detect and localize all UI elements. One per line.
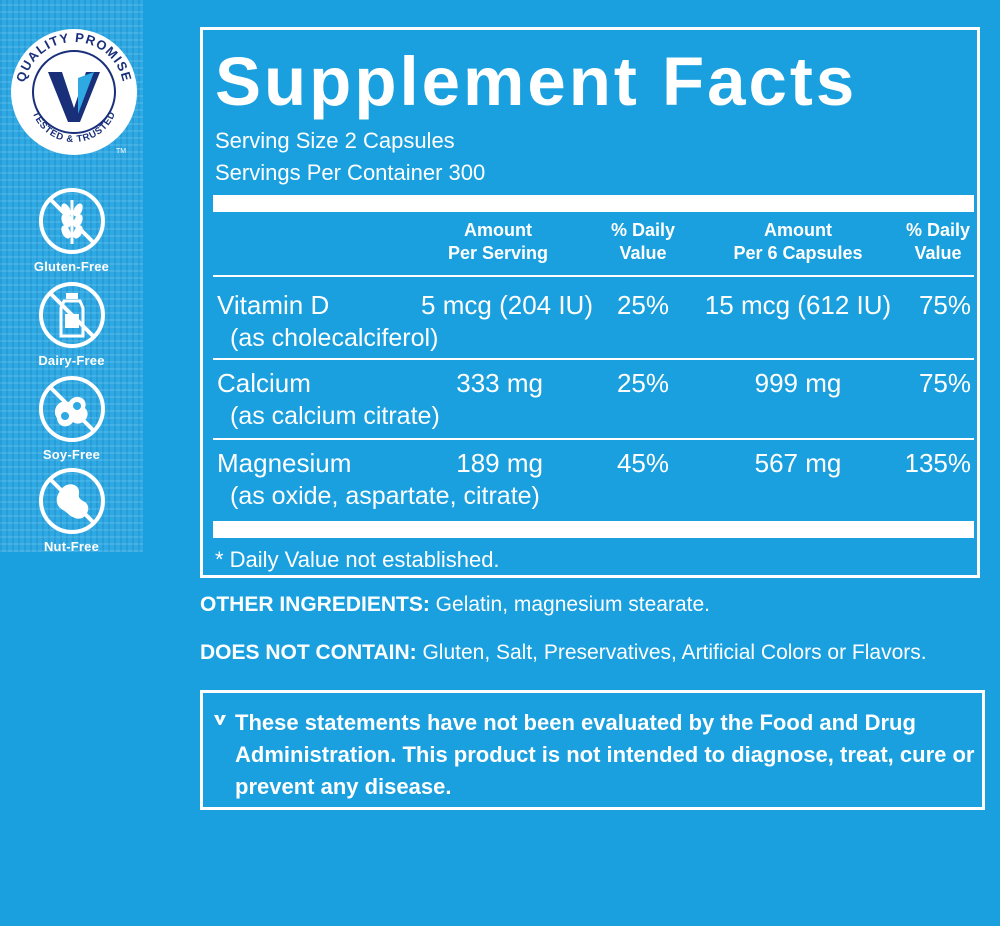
does-not-contain-label: DOES NOT CONTAIN:: [200, 641, 417, 664]
nutrient-daily-value-6: 135%: [904, 448, 972, 478]
gluten-free-label: Gluten-Free: [33, 259, 110, 274]
soy-free-label: Soy-Free: [42, 447, 101, 462]
soybean-crossed-icon: [38, 376, 105, 442]
badge-strip: QUALITY PROMISE TESTED & TRUSTED TM Glut…: [0, 0, 143, 554]
quality-promise-seal: QUALITY PROMISE TESTED & TRUSTED: [11, 29, 137, 155]
bottle-crossed-icon: [38, 282, 105, 348]
col-header-line: Amount: [764, 220, 832, 240]
dairy-free-badge: Dairy-Free: [0, 280, 143, 368]
daily-value-footnote: * Daily Value not established.: [215, 547, 500, 572]
nutrient-form: (as oxide, aspartate, citrate): [230, 482, 540, 510]
col-header-line: Per 6 Capsules: [733, 243, 863, 263]
fda-disclaimer-text: These statements have not been evaluated…: [235, 710, 975, 799]
nutrient-amount-6: 567 mg: [754, 448, 842, 478]
col-header-line: % Daily: [905, 220, 971, 240]
col-daily-value-6: % Daily Value: [893, 219, 983, 265]
col-amount-per-6: Amount Per 6 Capsules: [708, 219, 888, 265]
serving-size: Serving Size 2 Capsules: [215, 128, 455, 153]
wheat-crossed-icon: [38, 188, 105, 254]
nutrient-form: (as cholecalciferol): [230, 324, 439, 352]
does-not-contain-value: Gluten, Salt, Preservatives, Artificial …: [416, 641, 927, 664]
nut-free-badge: Nut-Free: [0, 466, 143, 554]
col-daily-value: % Daily Value: [593, 219, 693, 265]
dairy-free-label: Dairy-Free: [38, 353, 105, 368]
col-amount-per-serving: Amount Per Serving: [423, 219, 573, 265]
nut-free-label: Nut-Free: [43, 539, 100, 554]
col-header-line: Per Serving: [447, 243, 549, 263]
v-check-icon: [214, 715, 226, 725]
nutrient-amount: 189 mg: [456, 448, 543, 478]
nutrient-daily-value-6: 75%: [918, 290, 971, 320]
v-logo-icon: [48, 72, 100, 122]
col-header-line: % Daily: [610, 220, 676, 240]
other-ingredients: OTHER INGREDIENTS: Gelatin, magnesium st…: [200, 592, 710, 618]
nutrient-amount-6: 999 mg: [754, 368, 842, 398]
row-rule: [213, 358, 974, 360]
col-header-line: Amount: [464, 220, 532, 240]
nutrient-form: (as calcium citrate): [230, 402, 440, 430]
col-header-line: Value: [914, 243, 962, 263]
nutrient-amount: 5 mcg (204 IU): [421, 290, 593, 320]
fda-disclaimer-box: These statements have not been evaluated…: [200, 690, 985, 810]
supplement-facts-panel: Supplement Facts Serving Size 2 Capsules…: [200, 27, 980, 578]
soy-free-badge: Soy-Free: [0, 374, 143, 462]
gluten-free-badge: Gluten-Free: [0, 186, 143, 274]
nutrient-amount-6: 15 mcg (612 IU): [704, 290, 892, 320]
nutrient-name: Magnesium: [217, 448, 352, 478]
other-ingredients-value: Gelatin, magnesium stearate.: [429, 593, 710, 616]
peanut-crossed-icon: [38, 468, 105, 534]
facts-title: Supplement Facts: [215, 43, 858, 120]
other-ingredients-label: OTHER INGREDIENTS:: [200, 593, 430, 616]
footer-bar: [213, 521, 974, 538]
trademark-mark: TM: [116, 148, 127, 155]
header-bar: [213, 195, 974, 212]
row-rule: [213, 438, 974, 440]
nutrient-amount: 333 mg: [456, 368, 543, 398]
nutrient-name: Calcium: [217, 368, 311, 398]
nutrient-daily-value-6: 75%: [918, 368, 971, 398]
header-rule: [213, 275, 974, 277]
does-not-contain: DOES NOT CONTAIN: Gluten, Salt, Preserva…: [200, 640, 927, 666]
nutrient-name: Vitamin D: [217, 290, 330, 320]
servings-per-container: Servings Per Container 300: [215, 160, 486, 185]
col-header-line: Value: [619, 243, 667, 263]
nutrient-daily-value: 45%: [616, 448, 670, 478]
nutrient-daily-value: 25%: [616, 290, 670, 320]
nutrient-daily-value: 25%: [616, 368, 670, 398]
